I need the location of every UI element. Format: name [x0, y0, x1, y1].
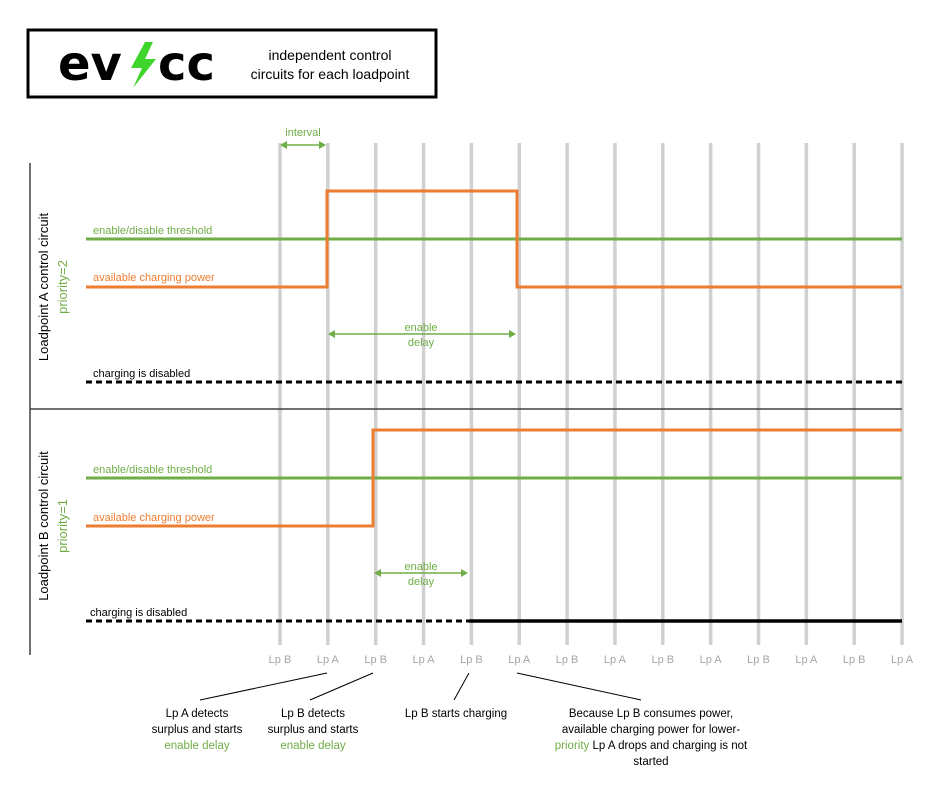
header-box [26, 28, 438, 99]
panel-a-disabled-label: charging is disabled [93, 368, 190, 380]
interval-marker: interval [280, 127, 326, 149]
panel-a-delay-label-2: delay [408, 337, 435, 349]
panel-b-delay-arrow-left-head [374, 569, 381, 577]
logo-ev: ev [58, 36, 122, 92]
annotation-pointer-3 [453, 672, 470, 701]
annotation-4-line: available charging power for lower- [562, 724, 741, 736]
panel-a-delay-label-1: enable [404, 322, 437, 334]
annotation-pointer-1 [199, 672, 328, 701]
panel-a-title: Loadpoint A control circuit [36, 213, 51, 362]
annotation-2-line: Lp B detects [281, 708, 345, 720]
header-title-line1: independent control [269, 47, 392, 63]
tick-label: Lp B [651, 654, 674, 666]
annotations: Lp A detects surplus and starts enable del… [152, 708, 748, 768]
panel-b-delay-label-1: enable [404, 561, 437, 573]
panel-b-power-line [86, 428, 902, 528]
panel-b-title: Loadpoint B control circuit [36, 451, 51, 601]
panel-a-delay-arrow-left-head [328, 330, 335, 338]
tick-label: Lp A [413, 654, 436, 666]
tick-label: Lp A [700, 654, 723, 666]
annotation-1-line: Lp A detects [166, 708, 229, 720]
tick-label: Lp A [891, 654, 914, 666]
panel-a: Loadpoint A control circuit priority=2 e… [36, 189, 902, 384]
panel-b-delay-arrow-right-head [461, 569, 468, 577]
annotation-1-line: enable delay [164, 740, 229, 752]
panel-a-threshold-label: enable/disable threshold [93, 225, 212, 237]
panel-b-priority: priority=1 [55, 499, 70, 553]
annotation-3-line: Lp B starts charging [405, 708, 507, 720]
annotation-pointer-2 [309, 672, 374, 701]
panel-a-power-line [86, 189, 902, 289]
tick-label: Lp B [556, 654, 579, 666]
logo-cc: cc [158, 36, 215, 92]
tick-label: Lp A [795, 654, 818, 666]
header-title-line2: circuits for each loadpoint [251, 66, 410, 82]
tick-label: Lp A [604, 654, 627, 666]
panel-a-power-label: available charging power [93, 272, 215, 284]
annotation-2-line: enable delay [280, 740, 345, 752]
panel-a-priority: priority=2 [55, 260, 70, 314]
annotation-4-line: Because Lp B consumes power, [569, 708, 733, 720]
annotation-4-line: started [633, 756, 668, 768]
panel-b-power-label: available charging power [93, 512, 215, 524]
lightning-bolt-icon [131, 42, 156, 88]
tick-label: Lp B [747, 654, 770, 666]
annotation-2-line: surplus and starts [268, 724, 359, 736]
header: ev cc independent control circuits for e… [26, 28, 438, 99]
tick-label: Lp B [364, 654, 387, 666]
panel-b-delay-label-2: delay [408, 576, 435, 588]
time-gridlines [278, 143, 904, 645]
panel-b: Loadpoint B control circuit priority=1 e… [36, 428, 902, 623]
annotation-4-line: priority Lp A drops and charging is not [555, 740, 748, 752]
tick-label: Lp B [269, 654, 292, 666]
tick-label: Lp A [317, 654, 340, 666]
tick-label: Lp B [843, 654, 866, 666]
panel-b-threshold-label: enable/disable threshold [93, 464, 212, 476]
panel-b-disabled-label: charging is disabled [90, 607, 187, 619]
panel-a-delay-arrow-right-head [509, 330, 516, 338]
interval-arrow-right-head [319, 141, 326, 149]
tick-label: Lp A [508, 654, 531, 666]
time-axis-labels: Lp B Lp A Lp B Lp A Lp B Lp A Lp B Lp A Lp B Lp A… [269, 654, 914, 666]
annotation-1-line: surplus and starts [152, 724, 243, 736]
annotation-pointers [199, 672, 642, 701]
interval-arrow-left-head [280, 141, 287, 149]
interval-label: interval [285, 127, 320, 139]
annotation-pointer-4 [516, 672, 642, 701]
tick-label: Lp B [460, 654, 483, 666]
